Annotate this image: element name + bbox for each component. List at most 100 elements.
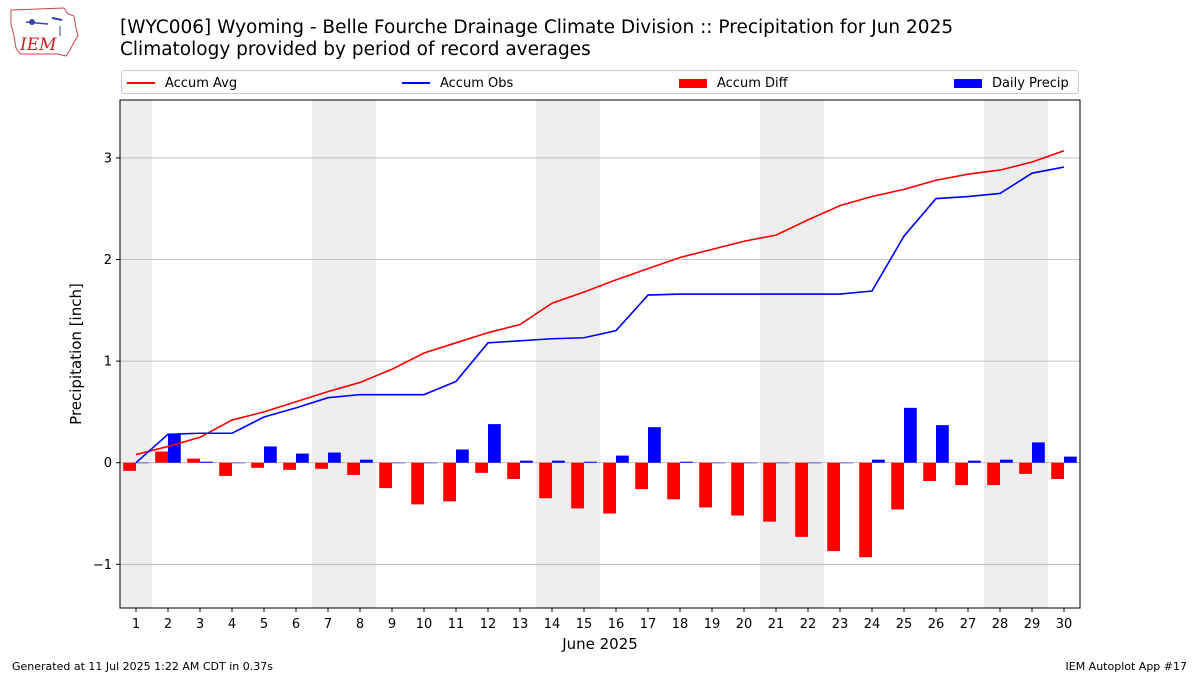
x-tick-label: 18 [672,617,689,632]
x-tick-label: 28 [992,617,1009,632]
x-tick-label: 9 [388,617,396,632]
accum-diff-bar [443,462,456,502]
legend-swatch-accum-avg [127,82,155,84]
accum-diff-bar [667,462,680,500]
weather-station-icon [29,19,35,25]
x-tick-label: 24 [864,617,881,632]
accum-diff-bar [731,462,744,516]
accum-diff-bar [219,462,232,476]
weekend-shade [120,100,152,608]
y-axis-label: Precipitation [inch] [67,283,85,425]
x-tick-label: 27 [960,617,977,632]
daily-precip-bar [840,462,853,464]
accum-diff-bar [763,462,776,522]
daily-precip-bar [712,462,725,464]
accum-obs-line [135,166,1065,464]
accum-diff-bar [379,462,392,489]
daily-precip-bar [360,459,373,463]
chart-subtitle: Climatology provided by period of record… [120,39,591,60]
accum-diff-bar [987,462,1000,486]
footer-generated: Generated at 11 Jul 2025 1:22 AM CDT in … [12,660,273,673]
legend-item-daily-precip: Daily Precip [954,74,1069,92]
daily-precip-bar [744,462,757,464]
daily-precip-bar [808,462,821,464]
accum-diff-bar [507,462,520,479]
x-tick-label: 23 [832,617,849,632]
daily-precip-bar [872,459,885,463]
legend-swatch-accum-diff [679,78,707,88]
y-tick-label: −1 [93,558,112,573]
accum-diff-bar [347,462,360,475]
accum-diff-bar [859,462,872,558]
y-tick-label: 3 [104,151,112,166]
x-tick-label: 25 [896,617,913,632]
accum-diff-bar [827,462,840,552]
daily-precip-bar [968,460,981,463]
x-tick-label: 5 [260,617,268,632]
daily-precip-bar [520,460,533,463]
x-tick-label: 2 [164,617,172,632]
x-tick-label: 6 [292,617,300,632]
legend-label-accum-obs: Accum Obs [440,75,514,91]
accum-diff-bar [283,462,296,470]
x-tick-label: 15 [576,617,593,632]
daily-precip-bar [488,424,501,463]
legend-swatch-daily-precip [954,78,982,88]
y-tick-label: 0 [104,456,112,471]
y-tick-label: 2 [104,253,112,268]
legend-label-daily-precip: Daily Precip [992,75,1069,91]
daily-precip-bar [936,425,949,463]
x-tick-label: 21 [768,617,785,632]
legend: Accum Avg Accum Obs Accum Diff Daily Pre… [121,70,1079,94]
daily-precip-bar [680,461,693,463]
weekend-shade [312,100,376,608]
daily-precip-bar [168,434,181,463]
accum-diff-bar [1051,462,1064,479]
daily-precip-bar [904,407,917,463]
daily-precip-bar [1064,456,1077,463]
daily-precip-bar [648,427,661,463]
x-axis-label: June 2025 [561,635,638,653]
x-tick-label: 7 [324,617,332,632]
daily-precip-bar [1032,442,1045,463]
accum-diff-bar [635,462,648,490]
chart-title: [WYC006] Wyoming - Belle Fourche Drainag… [120,17,954,38]
x-tick-label: 4 [228,617,236,632]
accum-diff-bar [155,451,168,463]
iem-logo: IEM [10,7,79,57]
accum-diff-bar [795,462,808,537]
x-tick-label: 19 [704,617,721,632]
logo-text: IEM [19,35,57,55]
accum-diff-bar [699,462,712,508]
accum-diff-bar [891,462,904,510]
accum-diff-bar [187,458,200,463]
accum-diff-bar [123,462,136,471]
accum-avg-line [135,150,1065,456]
legend-item-accum-obs: Accum Obs [402,74,513,92]
daily-precip-bar [616,455,629,463]
daily-precip-bar [328,452,341,463]
footer-app: IEM Autoplot App #17 [1065,660,1188,673]
x-tick-label: 13 [512,617,529,632]
accum-diff-bar [411,462,424,505]
x-tick-label: 10 [416,617,433,632]
daily-precip-bar [200,461,213,463]
x-tick-label: 20 [736,617,753,632]
daily-precip-bar [232,462,245,464]
x-tick-label: 12 [480,617,497,632]
legend-swatch-accum-obs [402,82,430,84]
accum-diff-bar [539,462,552,499]
legend-label-accum-avg: Accum Avg [165,75,238,91]
daily-precip-bar [776,462,789,464]
daily-precip-bar [1000,459,1013,463]
daily-precip-bar [552,460,565,463]
accum-diff-bar [603,462,616,514]
x-tick-label: 8 [356,617,364,632]
x-tick-label: 30 [1056,617,1073,632]
x-tick-label: 3 [196,617,204,632]
daily-precip-bar [392,462,405,464]
daily-precip-bar [584,461,597,463]
y-tick-label: 1 [104,355,112,370]
accum-diff-bar [571,462,584,509]
